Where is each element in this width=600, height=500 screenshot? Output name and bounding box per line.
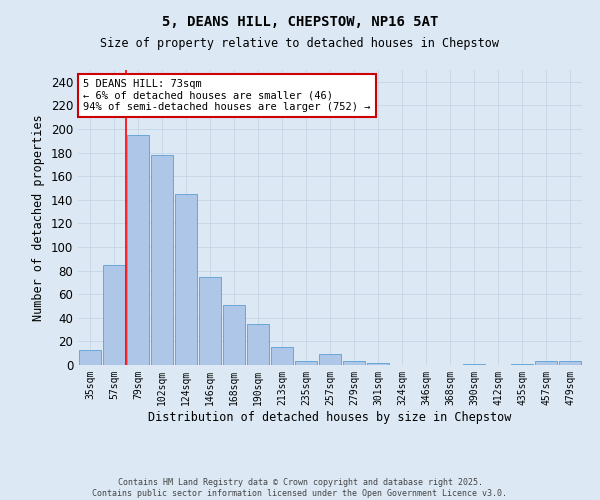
Bar [535, 362, 557, 365]
Bar [79, 350, 101, 365]
Bar [247, 324, 269, 365]
Bar [199, 276, 221, 365]
Bar [127, 135, 149, 365]
Text: Contains HM Land Registry data © Crown copyright and database right 2025.
Contai: Contains HM Land Registry data © Crown c… [92, 478, 508, 498]
X-axis label: Distribution of detached houses by size in Chepstow: Distribution of detached houses by size … [148, 410, 512, 424]
Bar [223, 305, 245, 365]
Bar [151, 155, 173, 365]
Text: 5, DEANS HILL, CHEPSTOW, NP16 5AT: 5, DEANS HILL, CHEPSTOW, NP16 5AT [162, 15, 438, 29]
Bar [271, 348, 293, 365]
Bar [103, 264, 125, 365]
Bar [319, 354, 341, 365]
Bar [367, 362, 389, 365]
Bar [463, 364, 485, 365]
Bar [559, 362, 581, 365]
Bar [511, 364, 533, 365]
Y-axis label: Number of detached properties: Number of detached properties [32, 114, 45, 321]
Text: Size of property relative to detached houses in Chepstow: Size of property relative to detached ho… [101, 38, 499, 51]
Text: 5 DEANS HILL: 73sqm
← 6% of detached houses are smaller (46)
94% of semi-detache: 5 DEANS HILL: 73sqm ← 6% of detached hou… [83, 79, 371, 112]
Bar [343, 362, 365, 365]
Bar [175, 194, 197, 365]
Bar [295, 362, 317, 365]
